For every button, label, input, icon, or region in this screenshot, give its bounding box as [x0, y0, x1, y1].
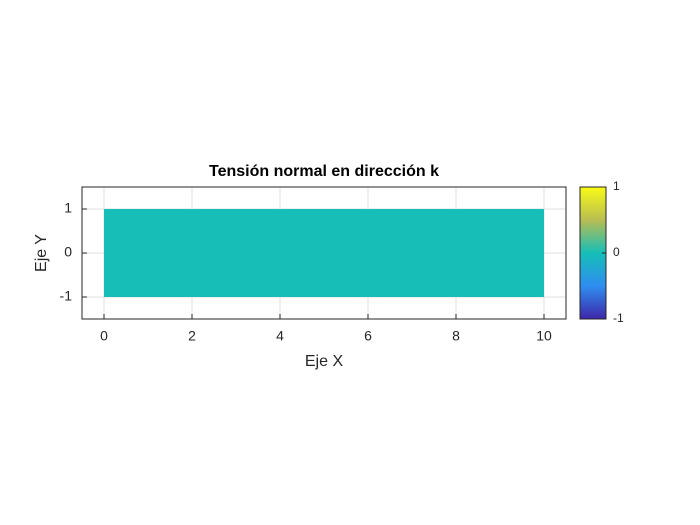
- chart-title: Tensión normal en dirección k: [209, 163, 439, 180]
- x-axis-label: Eje X: [305, 353, 344, 370]
- y-tick-label: 0: [64, 244, 72, 260]
- colorbar-tick-label: 1: [613, 179, 620, 193]
- x-tick-label: 6: [364, 328, 372, 344]
- colorbar-tick-label: -1: [613, 311, 624, 325]
- x-tick-label: 0: [100, 328, 108, 344]
- x-tick-label: 8: [452, 328, 460, 344]
- x-tick-label: 2: [188, 328, 196, 344]
- y-tick-label: -1: [60, 288, 73, 304]
- y-axis-label: Eje Y: [33, 234, 50, 272]
- x-tick-label: 10: [536, 328, 552, 344]
- colorbar-tick-label: 0: [613, 245, 620, 259]
- y-tick-label: 1: [64, 200, 72, 216]
- patch: [104, 209, 544, 297]
- colorbar: [579, 186, 607, 320]
- x-tick-label: 4: [276, 328, 284, 344]
